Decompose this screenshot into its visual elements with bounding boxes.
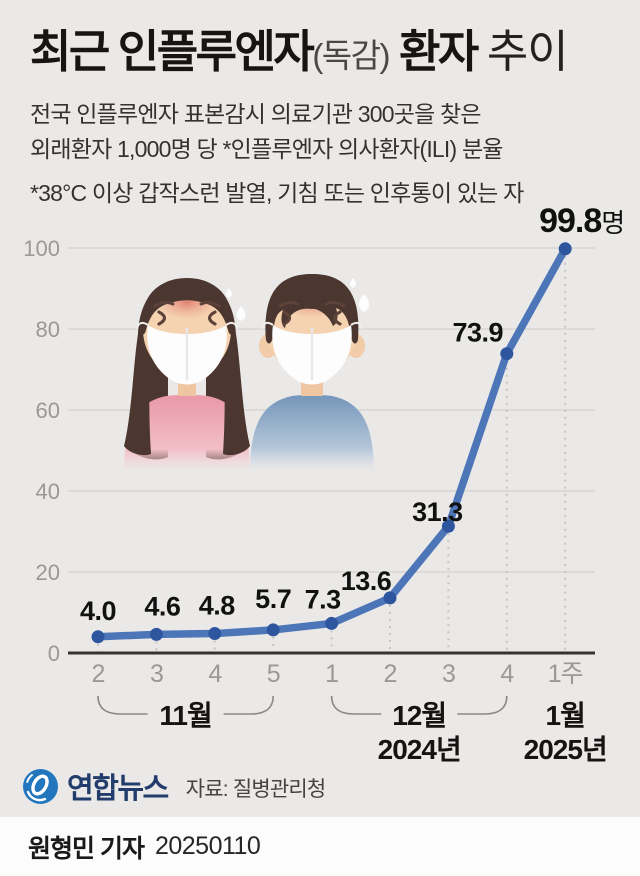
data-point (266, 623, 280, 637)
yonhap-logo-icon (23, 768, 58, 804)
data-point (383, 591, 397, 605)
y-tick-label: 80 (36, 317, 60, 342)
x-tick-label: 3 (442, 660, 455, 688)
title-paren: (독감) (312, 37, 390, 74)
value-label: 31.3 (412, 497, 463, 527)
sick-woman-figure (124, 278, 250, 472)
value-label: 5.7 (255, 584, 291, 614)
trend-line (94, 245, 569, 641)
footer: 연합뉴스 자료: 질병관리청 (22, 764, 327, 808)
reporter-name: 원형민 기자 (28, 834, 145, 863)
year-label: 2024년 (378, 734, 461, 765)
title-bold-2: 환자 (399, 26, 479, 77)
data-point (441, 519, 455, 533)
data-point (149, 627, 163, 641)
month-bracket (457, 695, 508, 715)
x-tick-label: 2 (384, 660, 397, 688)
month-bracket (330, 695, 382, 715)
value-label: 7.3 (305, 584, 342, 614)
x-tick-label: 3 (150, 660, 163, 688)
footnote-line: *38°C 이상 갑작스런 발열, 기침 또는 인후통이 있는 자 (30, 180, 524, 206)
x-tick-label: 4 (208, 660, 222, 688)
data-point (325, 616, 339, 630)
subtitle-line-1: 전국 인플루엔자 표본감시 의료기관 300곳을 찾은 (30, 101, 482, 127)
y-tick-label: 100 (23, 236, 60, 261)
x-tick-label: 4 (500, 660, 514, 688)
data-point (208, 627, 222, 641)
credit-strip: 원형민 기자 20250110 (0, 817, 640, 876)
subtitle: 전국 인플루엔자 표본감시 의료기관 300곳을 찾은 외래환자 1,000명 … (30, 97, 610, 167)
logo-wordmark: 연합뉴스 (67, 773, 169, 805)
x-tick-label: 2 (92, 660, 105, 688)
y-tick-label: 20 (36, 560, 60, 585)
x-tick-label: 5 (267, 660, 280, 688)
publish-date: 20250110 (154, 832, 261, 860)
y-tick-label: 60 (36, 398, 60, 423)
year-label: 2025년 (524, 734, 607, 765)
sick-man-figure (250, 274, 374, 472)
x-tick-label: 1 (325, 660, 338, 688)
subtitle-line-2: 외래환자 1,000명 당 *인플루엔자 의사환자(ILI) 분율 (30, 136, 503, 162)
sick-people-illustration (124, 274, 374, 472)
month-label: 11월 (159, 700, 211, 731)
header: 최근 인플루엔자(독감) 환자 추이 전국 인플루엔자 표본감시 의료기관 30… (0, 0, 640, 208)
value-label: 4.6 (144, 591, 181, 621)
data-point (500, 347, 514, 361)
data-point (558, 242, 572, 256)
month-bracket (223, 695, 274, 715)
title-light: 추이 (486, 26, 569, 77)
month-label: 12월 (392, 700, 446, 731)
title-bold-1: 최근 인플루엔자 (30, 26, 315, 77)
y-tick-label: 0 (48, 641, 60, 666)
page-title: 최근 인플루엔자(독감) 환자 추이 (30, 26, 610, 82)
month-label: 1월 (546, 700, 585, 731)
value-label: 4.8 (199, 591, 236, 621)
source-label: 자료: 질병관리청 (185, 778, 327, 801)
value-label: 13.6 (341, 566, 392, 596)
x-tick-label: 1주 (548, 660, 583, 688)
data-point (91, 630, 105, 644)
value-label: 4.0 (80, 596, 116, 626)
y-tick-label: 40 (36, 479, 60, 504)
month-bracket (97, 695, 148, 715)
value-label: 73.9 (453, 318, 504, 348)
